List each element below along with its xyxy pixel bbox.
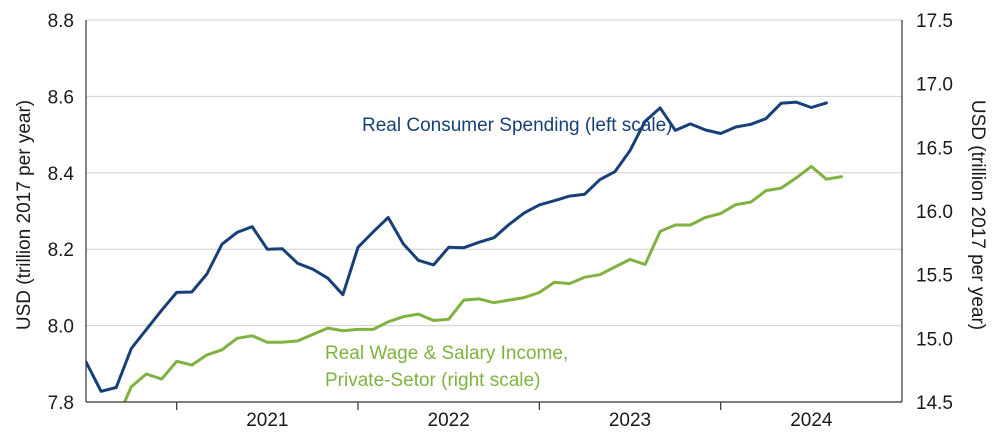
- left-tick-label: 8.4: [48, 164, 75, 185]
- right-tick-label: 16.0: [916, 202, 953, 223]
- x-tick-label: 2021: [246, 410, 288, 431]
- right-tick-label: 17.0: [916, 75, 953, 96]
- wage-income-label-line1: Real Wage & Salary Income,: [325, 343, 568, 364]
- right-tick-label: 14.5: [916, 393, 953, 414]
- axes: [85, 20, 903, 403]
- left-tick-label: 8.8: [48, 11, 74, 32]
- right-tick-label: 16.5: [916, 138, 953, 159]
- left-tick-label: 8.2: [48, 240, 74, 261]
- wage-income-label-line2: Private-Setor (right scale): [325, 370, 540, 391]
- right-tick-label: 17.5: [916, 11, 953, 32]
- left-axis-title: USD (trillion 2017 per year): [14, 100, 35, 330]
- x-axis-ticks: 2021 2022 2023 2024: [176, 402, 833, 431]
- right-tick-label: 15.0: [916, 329, 953, 350]
- right-axis-ticks: 14.5 15.0 15.5 16.0 16.5 17.0 17.5: [916, 11, 953, 414]
- x-tick-label: 2022: [428, 410, 470, 431]
- left-tick-label: 8.0: [48, 317, 74, 338]
- x-tick-label: 2024: [790, 410, 833, 431]
- left-axis-ticks: 7.8 8.0 8.2 8.4 8.6 8.8: [48, 11, 75, 414]
- gridlines: [86, 19, 902, 327]
- consumer-spending-line: [86, 100, 828, 393]
- right-axis-title: USD (trillion 2017 per year): [967, 100, 988, 330]
- right-tick-label: 15.5: [916, 266, 953, 287]
- series-lines: [86, 100, 844, 402]
- x-tick-label: 2023: [609, 410, 651, 431]
- left-tick-label: 7.8: [48, 393, 74, 414]
- left-tick-label: 8.6: [48, 87, 74, 108]
- wage-income-line: [122, 164, 844, 402]
- consumer-spending-label: Real Consumer Spending (left scale): [362, 115, 673, 136]
